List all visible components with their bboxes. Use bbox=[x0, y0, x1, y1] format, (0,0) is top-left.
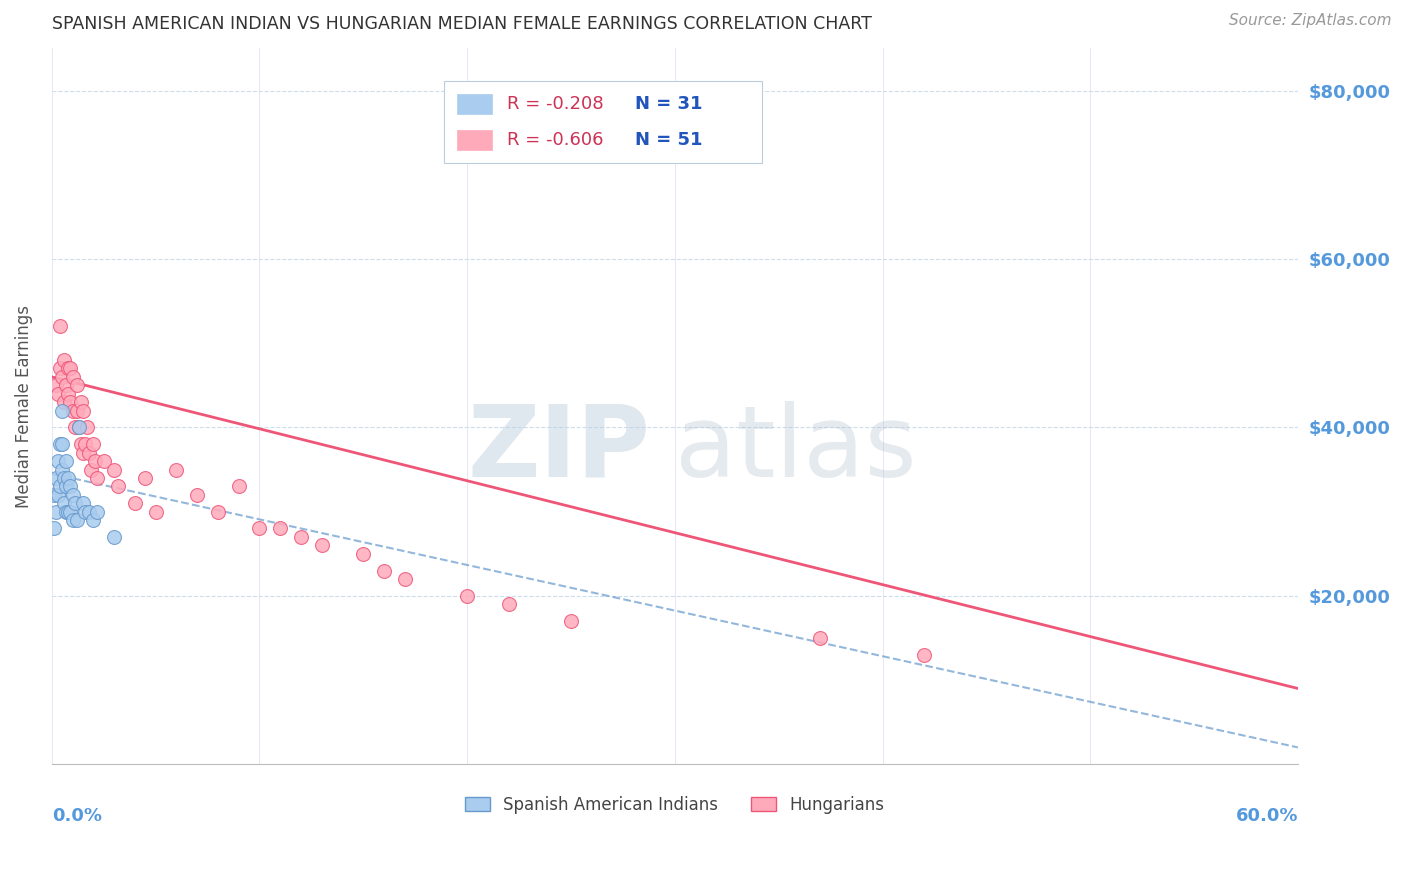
Point bbox=[63, 496, 86, 510]
Point bbox=[51, 403, 73, 417]
Point bbox=[134, 471, 156, 485]
Point bbox=[53, 496, 76, 510]
Point bbox=[59, 395, 82, 409]
Point bbox=[45, 505, 67, 519]
Point bbox=[808, 631, 831, 645]
FancyBboxPatch shape bbox=[444, 80, 762, 163]
Point bbox=[77, 445, 100, 459]
Point bbox=[145, 505, 167, 519]
Point bbox=[80, 462, 103, 476]
Text: N = 51: N = 51 bbox=[636, 131, 703, 149]
Text: R = -0.606: R = -0.606 bbox=[506, 131, 603, 149]
Text: 60.0%: 60.0% bbox=[1236, 807, 1298, 825]
Bar bbox=[457, 130, 492, 150]
Point bbox=[58, 505, 80, 519]
Point bbox=[53, 395, 76, 409]
Text: 0.0%: 0.0% bbox=[52, 807, 101, 825]
Point bbox=[55, 479, 77, 493]
Point bbox=[59, 479, 82, 493]
Point bbox=[46, 488, 69, 502]
Point bbox=[67, 420, 90, 434]
Point bbox=[86, 505, 108, 519]
Text: N = 31: N = 31 bbox=[636, 95, 703, 112]
Point bbox=[46, 454, 69, 468]
Text: ZIP: ZIP bbox=[467, 401, 650, 498]
Point bbox=[72, 445, 94, 459]
Point bbox=[59, 361, 82, 376]
Point bbox=[69, 395, 91, 409]
Point bbox=[165, 462, 187, 476]
Point bbox=[49, 479, 72, 493]
Point bbox=[51, 437, 73, 451]
Point bbox=[42, 521, 65, 535]
Point bbox=[42, 488, 65, 502]
Point bbox=[55, 378, 77, 392]
Point bbox=[560, 614, 582, 628]
Point bbox=[77, 505, 100, 519]
Point bbox=[84, 454, 107, 468]
Point bbox=[62, 403, 84, 417]
Point bbox=[49, 319, 72, 334]
Point bbox=[124, 496, 146, 510]
Point bbox=[49, 361, 72, 376]
Point bbox=[498, 597, 520, 611]
Point bbox=[394, 572, 416, 586]
Point bbox=[66, 513, 89, 527]
Point bbox=[51, 462, 73, 476]
Point bbox=[103, 462, 125, 476]
Legend: Spanish American Indians, Hungarians: Spanish American Indians, Hungarians bbox=[458, 789, 891, 821]
Point bbox=[58, 361, 80, 376]
Point bbox=[72, 496, 94, 510]
Point bbox=[53, 353, 76, 368]
Point bbox=[69, 437, 91, 451]
Point bbox=[46, 386, 69, 401]
Point bbox=[86, 471, 108, 485]
Text: atlas: atlas bbox=[675, 401, 917, 498]
Point bbox=[93, 454, 115, 468]
Point bbox=[186, 488, 208, 502]
Point bbox=[62, 488, 84, 502]
Point bbox=[107, 479, 129, 493]
Point bbox=[103, 530, 125, 544]
Point bbox=[66, 403, 89, 417]
Point bbox=[49, 437, 72, 451]
Point bbox=[373, 564, 395, 578]
Point bbox=[59, 505, 82, 519]
Point bbox=[45, 471, 67, 485]
Point bbox=[352, 547, 374, 561]
Point bbox=[76, 420, 98, 434]
Y-axis label: Median Female Earnings: Median Female Earnings bbox=[15, 305, 32, 508]
Bar bbox=[457, 94, 492, 113]
Point bbox=[58, 471, 80, 485]
Point bbox=[82, 437, 104, 451]
Point bbox=[456, 589, 478, 603]
Point bbox=[72, 403, 94, 417]
Point bbox=[55, 505, 77, 519]
Point bbox=[228, 479, 250, 493]
Point bbox=[249, 521, 271, 535]
Point bbox=[207, 505, 229, 519]
Point bbox=[62, 513, 84, 527]
Point bbox=[45, 378, 67, 392]
Point bbox=[58, 386, 80, 401]
Point bbox=[912, 648, 935, 662]
Text: R = -0.208: R = -0.208 bbox=[506, 95, 603, 112]
Point bbox=[63, 420, 86, 434]
Point bbox=[269, 521, 291, 535]
Point bbox=[53, 471, 76, 485]
Point bbox=[51, 370, 73, 384]
Point bbox=[62, 370, 84, 384]
Point bbox=[311, 538, 333, 552]
Text: Source: ZipAtlas.com: Source: ZipAtlas.com bbox=[1229, 13, 1392, 29]
Point bbox=[82, 513, 104, 527]
Point bbox=[73, 505, 96, 519]
Point bbox=[55, 454, 77, 468]
Text: SPANISH AMERICAN INDIAN VS HUNGARIAN MEDIAN FEMALE EARNINGS CORRELATION CHART: SPANISH AMERICAN INDIAN VS HUNGARIAN MED… bbox=[52, 15, 872, 33]
Point bbox=[67, 420, 90, 434]
Point bbox=[290, 530, 312, 544]
Point bbox=[66, 378, 89, 392]
Point bbox=[73, 437, 96, 451]
